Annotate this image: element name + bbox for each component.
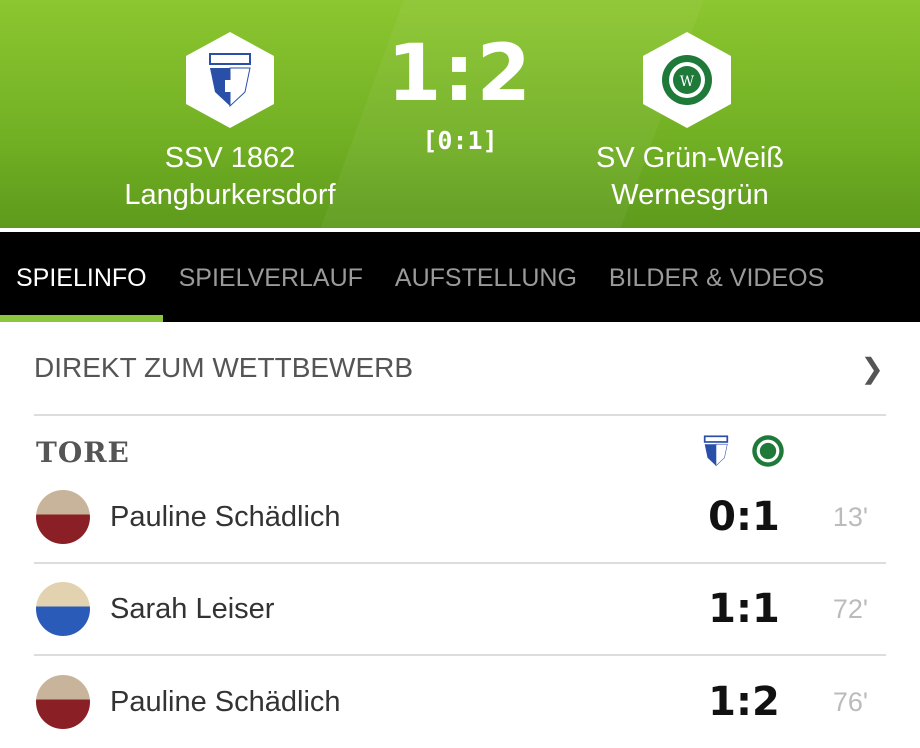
tab-spielinfo[interactable]: SPIELINFO <box>0 232 163 322</box>
tab-aufstellung[interactable]: AUFSTELLUNG <box>394 264 577 292</box>
chevron-right-icon: ❯ <box>860 352 884 384</box>
goal-score: 0:1 <box>708 494 780 540</box>
player-avatar <box>36 582 90 636</box>
goal-score: 1:2 <box>708 679 780 725</box>
divider <box>0 228 920 232</box>
goal-row[interactable]: Pauline Schädlich 0:1 13' <box>34 472 886 564</box>
home-name-line1: SSV 1862 <box>164 142 296 174</box>
player-name: Sarah Leiser <box>110 592 275 625</box>
goal-minute: 13' <box>832 501 868 532</box>
final-score: 1:2 <box>387 29 533 119</box>
goals-title: TORE <box>36 436 130 469</box>
goal-minute: 72' <box>832 593 868 624</box>
away-team-logo[interactable]: W <box>643 32 731 128</box>
tab-bar: SPIELINFO SPIELVERLAUF AUFSTELLUNG BILDE… <box>0 232 920 322</box>
player-avatar <box>36 490 90 544</box>
home-team-name[interactable]: SSV 1862 Langburkersdorf <box>80 140 380 214</box>
competition-link-label: DIREKT ZUM WETTBEWERB <box>34 352 414 383</box>
home-team-mini-logo <box>699 433 733 469</box>
match-header: W SSV 1862 Langburkersdorf SV Grün-Weiß We… <box>0 0 920 228</box>
goal-minute: 76' <box>832 686 868 717</box>
player-name: Pauline Schädlich <box>110 685 341 718</box>
halftime-score: [0:1] <box>422 126 498 155</box>
home-team-logo[interactable] <box>186 32 274 128</box>
svg-text:W: W <box>680 74 695 90</box>
goal-row[interactable]: Sarah Leiser 1:1 72' <box>34 564 886 656</box>
tab-spielverlauf[interactable]: SPIELVERLAUF <box>178 264 363 292</box>
goal-score: 1:1 <box>708 586 780 632</box>
competition-link[interactable]: DIREKT ZUM WETTBEWERB ❯ <box>34 322 886 416</box>
away-name-line1: SV Grün-Weiß <box>595 142 784 174</box>
player-avatar <box>36 675 90 729</box>
player-name: Pauline Schädlich <box>110 500 341 533</box>
away-name-line2: Wernesgrün <box>611 179 769 211</box>
goal-row[interactable]: Pauline Schädlich 1:2 76' <box>34 656 886 748</box>
away-team-name[interactable]: SV Grün-Weiß Wernesgrün <box>540 140 840 214</box>
away-team-mini-logo <box>751 433 785 469</box>
tab-bilder-videos[interactable]: BILDER & VIDEOS <box>608 264 825 292</box>
home-name-line2: Langburkersdorf <box>124 179 336 211</box>
